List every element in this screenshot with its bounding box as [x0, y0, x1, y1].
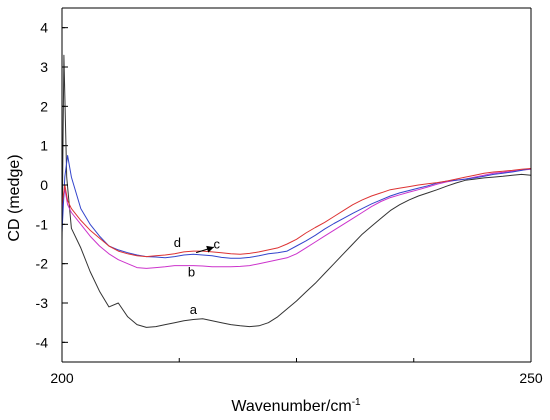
- y-tick-label: 3: [40, 59, 48, 75]
- curve-label-a: a: [190, 302, 198, 317]
- x-axis-title: Wavenumber/cm-1: [231, 397, 361, 415]
- curve-label-d: d: [174, 235, 181, 250]
- y-axis-title: CD (medge): [6, 154, 23, 241]
- axes-layer: -4 -3 -2 -1 0 1 2 3 4 200 250: [36, 7, 543, 386]
- y-tick-label: 4: [40, 20, 48, 36]
- y-tick-label: -4: [36, 334, 49, 350]
- series-line-a: [61, 54, 532, 328]
- series-line-d: [61, 168, 532, 258]
- y-tick-label: -1: [36, 216, 49, 232]
- curve-labels-layer: a b c d: [174, 235, 221, 317]
- y-tick-label: 0: [40, 177, 48, 193]
- curve-label-c: c: [214, 237, 221, 252]
- y-tick-label: -3: [36, 295, 49, 311]
- curve-label-b: b: [188, 264, 195, 279]
- x-tick-label: 250: [519, 370, 543, 386]
- series-layer: [61, 54, 532, 328]
- y-tick-label: 1: [40, 138, 48, 154]
- annotation-arrow-head: [206, 245, 214, 253]
- x-tick-label: 200: [50, 370, 74, 386]
- x-axis-title-text: Wavenumber/cm: [231, 398, 351, 415]
- y-tick-label: -2: [36, 256, 49, 272]
- series-line-c: [61, 155, 532, 259]
- series-line-b: [61, 168, 532, 269]
- x-axis-title-superscript: -1: [352, 397, 361, 408]
- y-tick-label: 2: [40, 98, 48, 114]
